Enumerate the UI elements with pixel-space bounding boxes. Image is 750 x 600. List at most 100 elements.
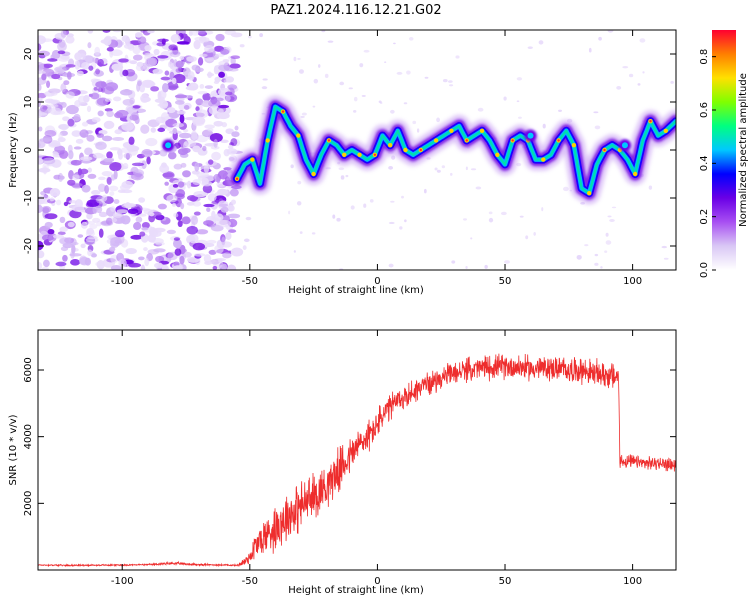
noise-speckle <box>290 164 294 169</box>
noise-speckle <box>127 208 139 215</box>
noise-speckle <box>97 87 104 92</box>
noise-speckle <box>345 174 349 178</box>
noise-speckle <box>140 30 146 33</box>
noise-speckle <box>607 215 612 218</box>
noise-speckle <box>516 100 520 103</box>
noise-speckle <box>111 63 124 71</box>
noise-speckle <box>463 218 468 221</box>
noise-speckle <box>57 55 70 62</box>
noise-speckle <box>187 71 195 81</box>
noise-speckle <box>203 165 210 173</box>
noise-speckle <box>130 234 143 240</box>
noise-speckle <box>312 105 316 108</box>
noise-speckle <box>212 265 218 270</box>
noise-speckle <box>359 63 364 68</box>
noise-speckle <box>38 240 44 251</box>
noise-speckle <box>175 189 186 198</box>
noise-speckle <box>208 105 221 115</box>
signal-peak <box>541 157 546 162</box>
noise-speckle <box>222 252 232 259</box>
noise-peak-core <box>527 132 534 139</box>
noise-speckle <box>339 81 345 86</box>
noise-speckle <box>442 79 448 83</box>
noise-speckle <box>174 100 185 105</box>
noise-speckle <box>43 259 50 268</box>
noise-speckle <box>396 71 403 75</box>
noise-speckle <box>321 30 326 33</box>
noise-speckle <box>44 213 58 220</box>
noise-speckle <box>78 53 86 61</box>
noise-speckle <box>95 261 104 267</box>
noise-speckle <box>162 83 169 93</box>
noise-speckle <box>207 128 214 132</box>
noise-speckle <box>594 253 599 257</box>
noise-speckle <box>110 49 123 57</box>
noise-speckle <box>68 199 78 204</box>
noise-speckle <box>172 184 179 188</box>
signal-peak <box>495 152 500 157</box>
signal-peak <box>449 128 454 133</box>
signal-peak <box>632 171 638 177</box>
noise-speckle <box>106 110 114 118</box>
noise-speckle <box>538 40 544 45</box>
noise-speckle <box>147 30 155 34</box>
noise-speckle <box>109 147 121 151</box>
noise-speckle <box>86 227 95 235</box>
noise-speckle <box>38 262 43 270</box>
noise-speckle <box>223 79 231 83</box>
y-tick-label: 4000 <box>23 424 34 449</box>
noise-speckle <box>131 162 145 167</box>
noise-speckle <box>388 166 394 170</box>
noise-speckle <box>201 181 213 187</box>
noise-speckle <box>167 151 177 160</box>
signal-peak-core <box>235 177 239 180</box>
noise-speckle <box>192 242 206 251</box>
noise-speckle <box>153 48 160 56</box>
noise-speckle <box>65 35 75 44</box>
noise-speckle <box>217 170 229 180</box>
noise-speckle <box>172 238 182 249</box>
noise-speckle <box>103 158 114 163</box>
noise-speckle <box>247 35 252 39</box>
noise-speckle <box>324 73 329 79</box>
signal-peak-core <box>373 153 377 156</box>
noise-speckle <box>59 226 68 233</box>
noise-speckle <box>176 110 186 115</box>
noise-speckle <box>51 73 61 80</box>
noise-speckle <box>218 71 226 78</box>
noise-speckle <box>114 129 123 135</box>
noise-speckle <box>172 127 178 135</box>
noise-speckle <box>197 30 206 35</box>
noise-speckle <box>112 137 125 142</box>
noise-speckle <box>190 215 199 226</box>
y-tick-label: 20 <box>23 48 34 61</box>
colorbar-gradient <box>712 30 736 270</box>
noise-speckle <box>80 156 93 161</box>
noise-speckle <box>297 180 302 185</box>
noise-speckle <box>196 229 209 235</box>
noise-speckle <box>44 129 57 137</box>
noise-speckle <box>525 235 529 240</box>
noise-speckle <box>296 201 302 206</box>
noise-speckle <box>173 237 181 241</box>
noise-speckle <box>85 237 99 243</box>
noise-speckle <box>218 258 223 263</box>
noise-speckle <box>311 232 316 235</box>
noise-speckle <box>222 59 230 63</box>
noise-speckle <box>101 171 113 177</box>
noise-speckle <box>144 45 152 51</box>
noise-speckle <box>408 36 414 41</box>
noise-speckle <box>157 203 167 210</box>
x-tick-label: 0 <box>374 576 380 587</box>
noise-speckle <box>60 83 67 93</box>
noise-speckle <box>57 41 67 52</box>
noise-speckle <box>122 98 134 106</box>
noise-speckle <box>106 151 113 159</box>
colorbar-tick-label: 0.0 <box>699 262 710 278</box>
noise-speckle <box>455 55 460 59</box>
noise-speckle <box>140 264 146 270</box>
noise-speckle <box>180 202 185 210</box>
noise-speckle <box>424 76 429 79</box>
noise-speckle <box>51 142 61 147</box>
noise-speckle <box>136 82 141 92</box>
